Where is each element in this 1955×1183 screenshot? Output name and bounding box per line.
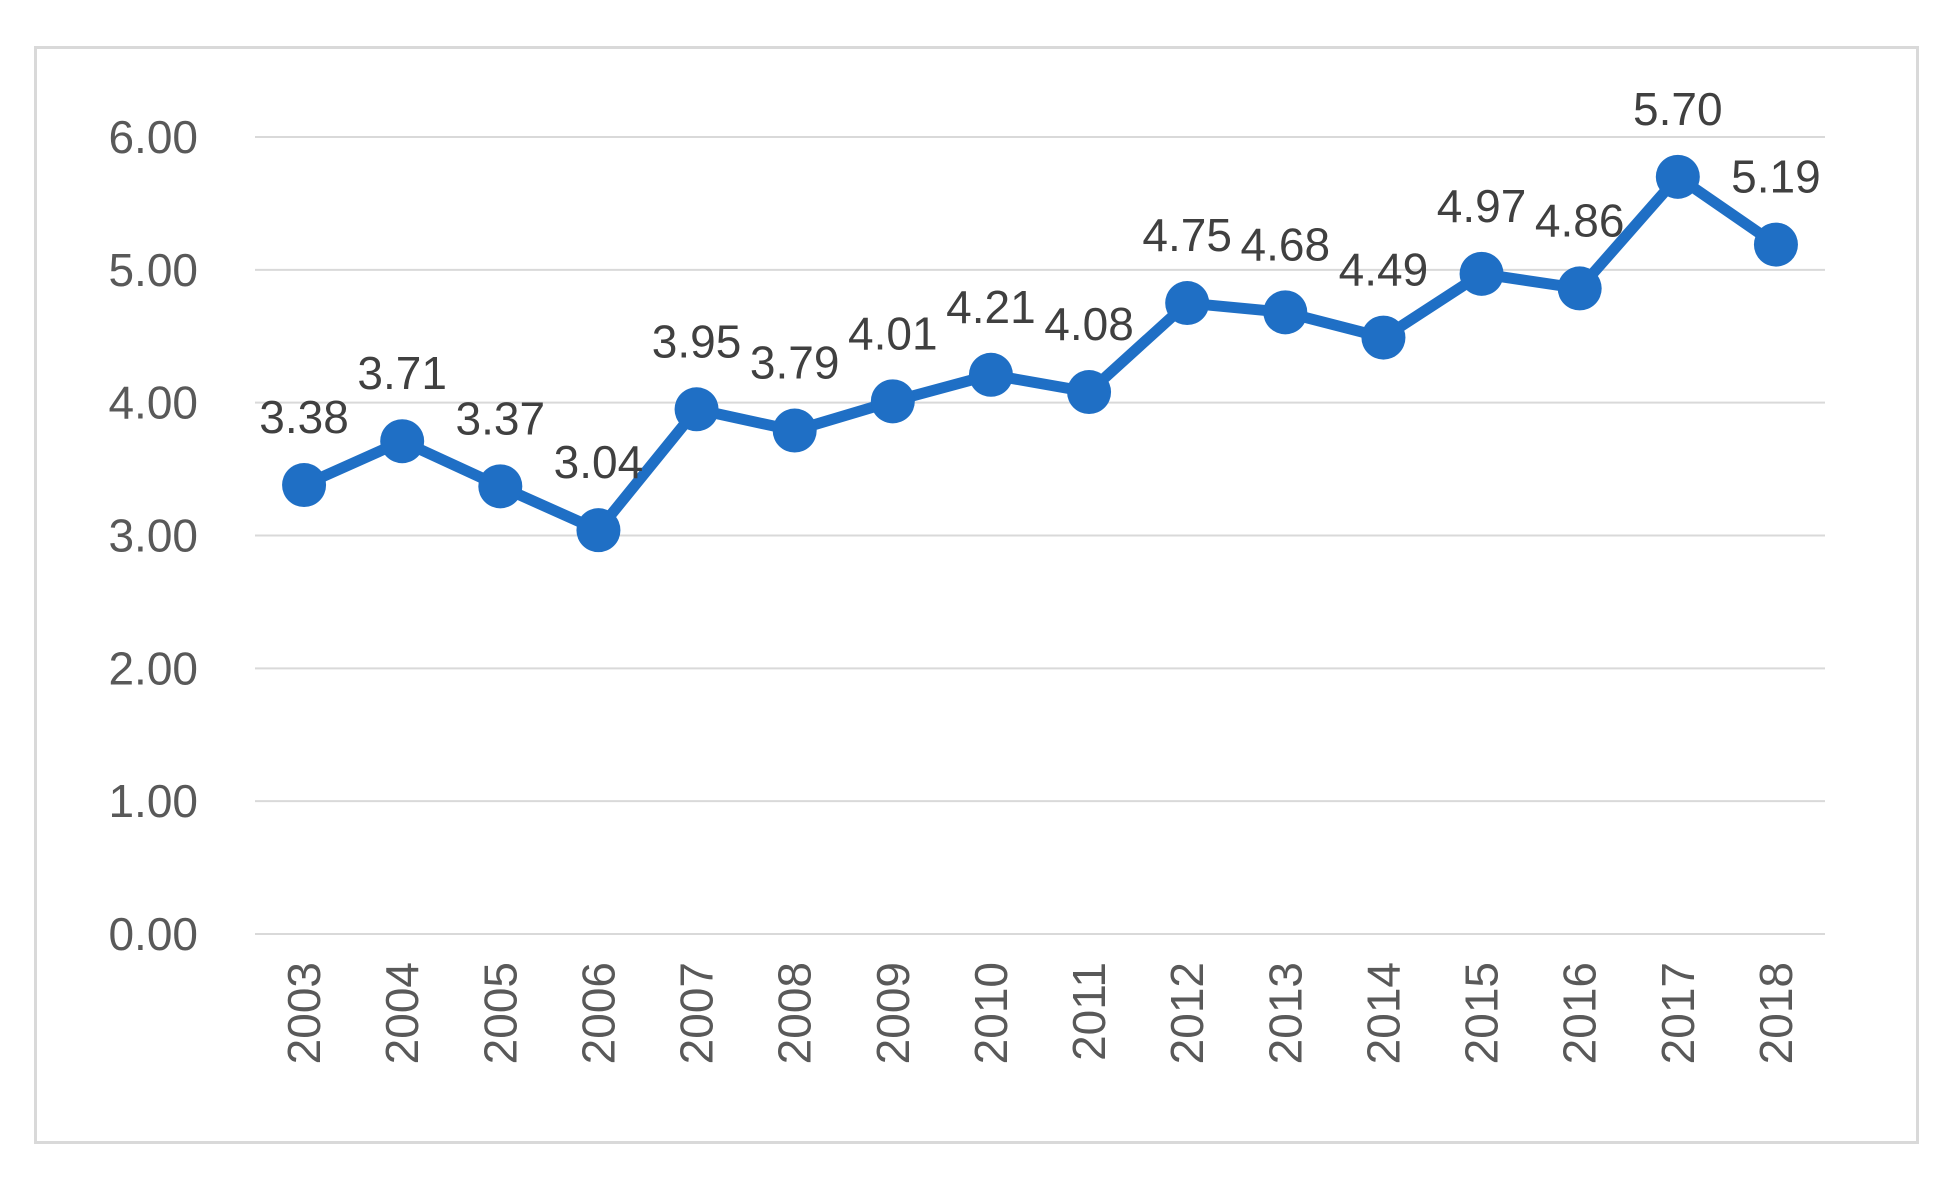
data-label: 4.08 [1044,298,1134,350]
data-point [1557,266,1602,311]
data-label: 4.68 [1241,218,1331,270]
x-tick-label: 2010 [965,962,1017,1064]
y-tick-label: 4.00 [108,377,198,429]
data-label: 5.70 [1633,83,1723,135]
data-label: 5.19 [1731,151,1821,203]
y-tick-label: 2.00 [108,642,198,694]
x-tick-label: 2005 [474,962,526,1064]
y-tick-label: 0.00 [108,908,198,960]
x-tick-label: 2015 [1456,962,1508,1064]
y-tick-label: 5.00 [108,244,198,296]
x-tick-label: 2011 [1063,962,1115,1061]
series-line-path [298,171,1782,536]
data-point [478,464,523,509]
data-point [674,387,719,432]
data-label: 4.01 [848,307,938,359]
x-tick-label: 2007 [671,962,723,1064]
data-point [1459,251,1504,296]
y-axis-ticks: 0.00 1.00 2.00 3.00 4.00 5.00 6.00 [108,111,198,960]
data-point [1361,315,1406,360]
x-tick-label: 2017 [1652,962,1704,1064]
series-line [282,154,1798,553]
data-label: 4.21 [946,281,1036,333]
data-point [380,419,425,464]
data-label: 3.95 [652,315,742,367]
y-tick-label: 3.00 [108,510,198,562]
data-label: 4.97 [1437,180,1527,232]
data-point [772,408,817,453]
gridlines [255,136,1825,935]
data-point [1655,154,1700,199]
x-tick-label: 2009 [867,962,919,1064]
y-tick-label: 6.00 [108,111,198,163]
data-point [870,379,915,424]
data-point [282,463,327,508]
chart-frame [34,46,1919,1144]
x-tick-label: 2012 [1161,962,1213,1064]
x-axis-ticks: 2003 2004 2005 2006 2007 2008 2009 2010 2011 2012… [278,962,1802,1064]
data-label: 4.75 [1142,209,1232,261]
x-tick-label: 2003 [278,962,330,1064]
data-label: 4.86 [1535,194,1625,246]
data-label: 3.04 [554,436,644,488]
x-tick-label: 2013 [1259,962,1311,1064]
data-point [1165,281,1210,326]
x-tick-label: 2006 [572,962,624,1064]
data-point [1753,222,1798,267]
x-tick-label: 2016 [1554,962,1606,1064]
data-point [1263,290,1308,335]
x-tick-label: 2004 [376,962,428,1064]
data-point [968,352,1013,397]
data-point [1067,370,1112,415]
y-tick-label: 1.00 [108,775,198,827]
data-label: 3.37 [456,392,546,444]
x-tick-label: 2018 [1750,962,1802,1064]
data-label: 3.71 [357,347,447,399]
data-label: 4.49 [1339,244,1429,296]
x-tick-label: 2008 [769,962,821,1064]
data-labels: 3.383.713.373.04 3.95 3.794.014.21 4.084.75… [259,83,1820,488]
data-label: 3.38 [259,391,349,443]
data-point [576,508,621,553]
x-tick-label: 2014 [1357,962,1409,1064]
data-label: 3.79 [750,337,840,389]
